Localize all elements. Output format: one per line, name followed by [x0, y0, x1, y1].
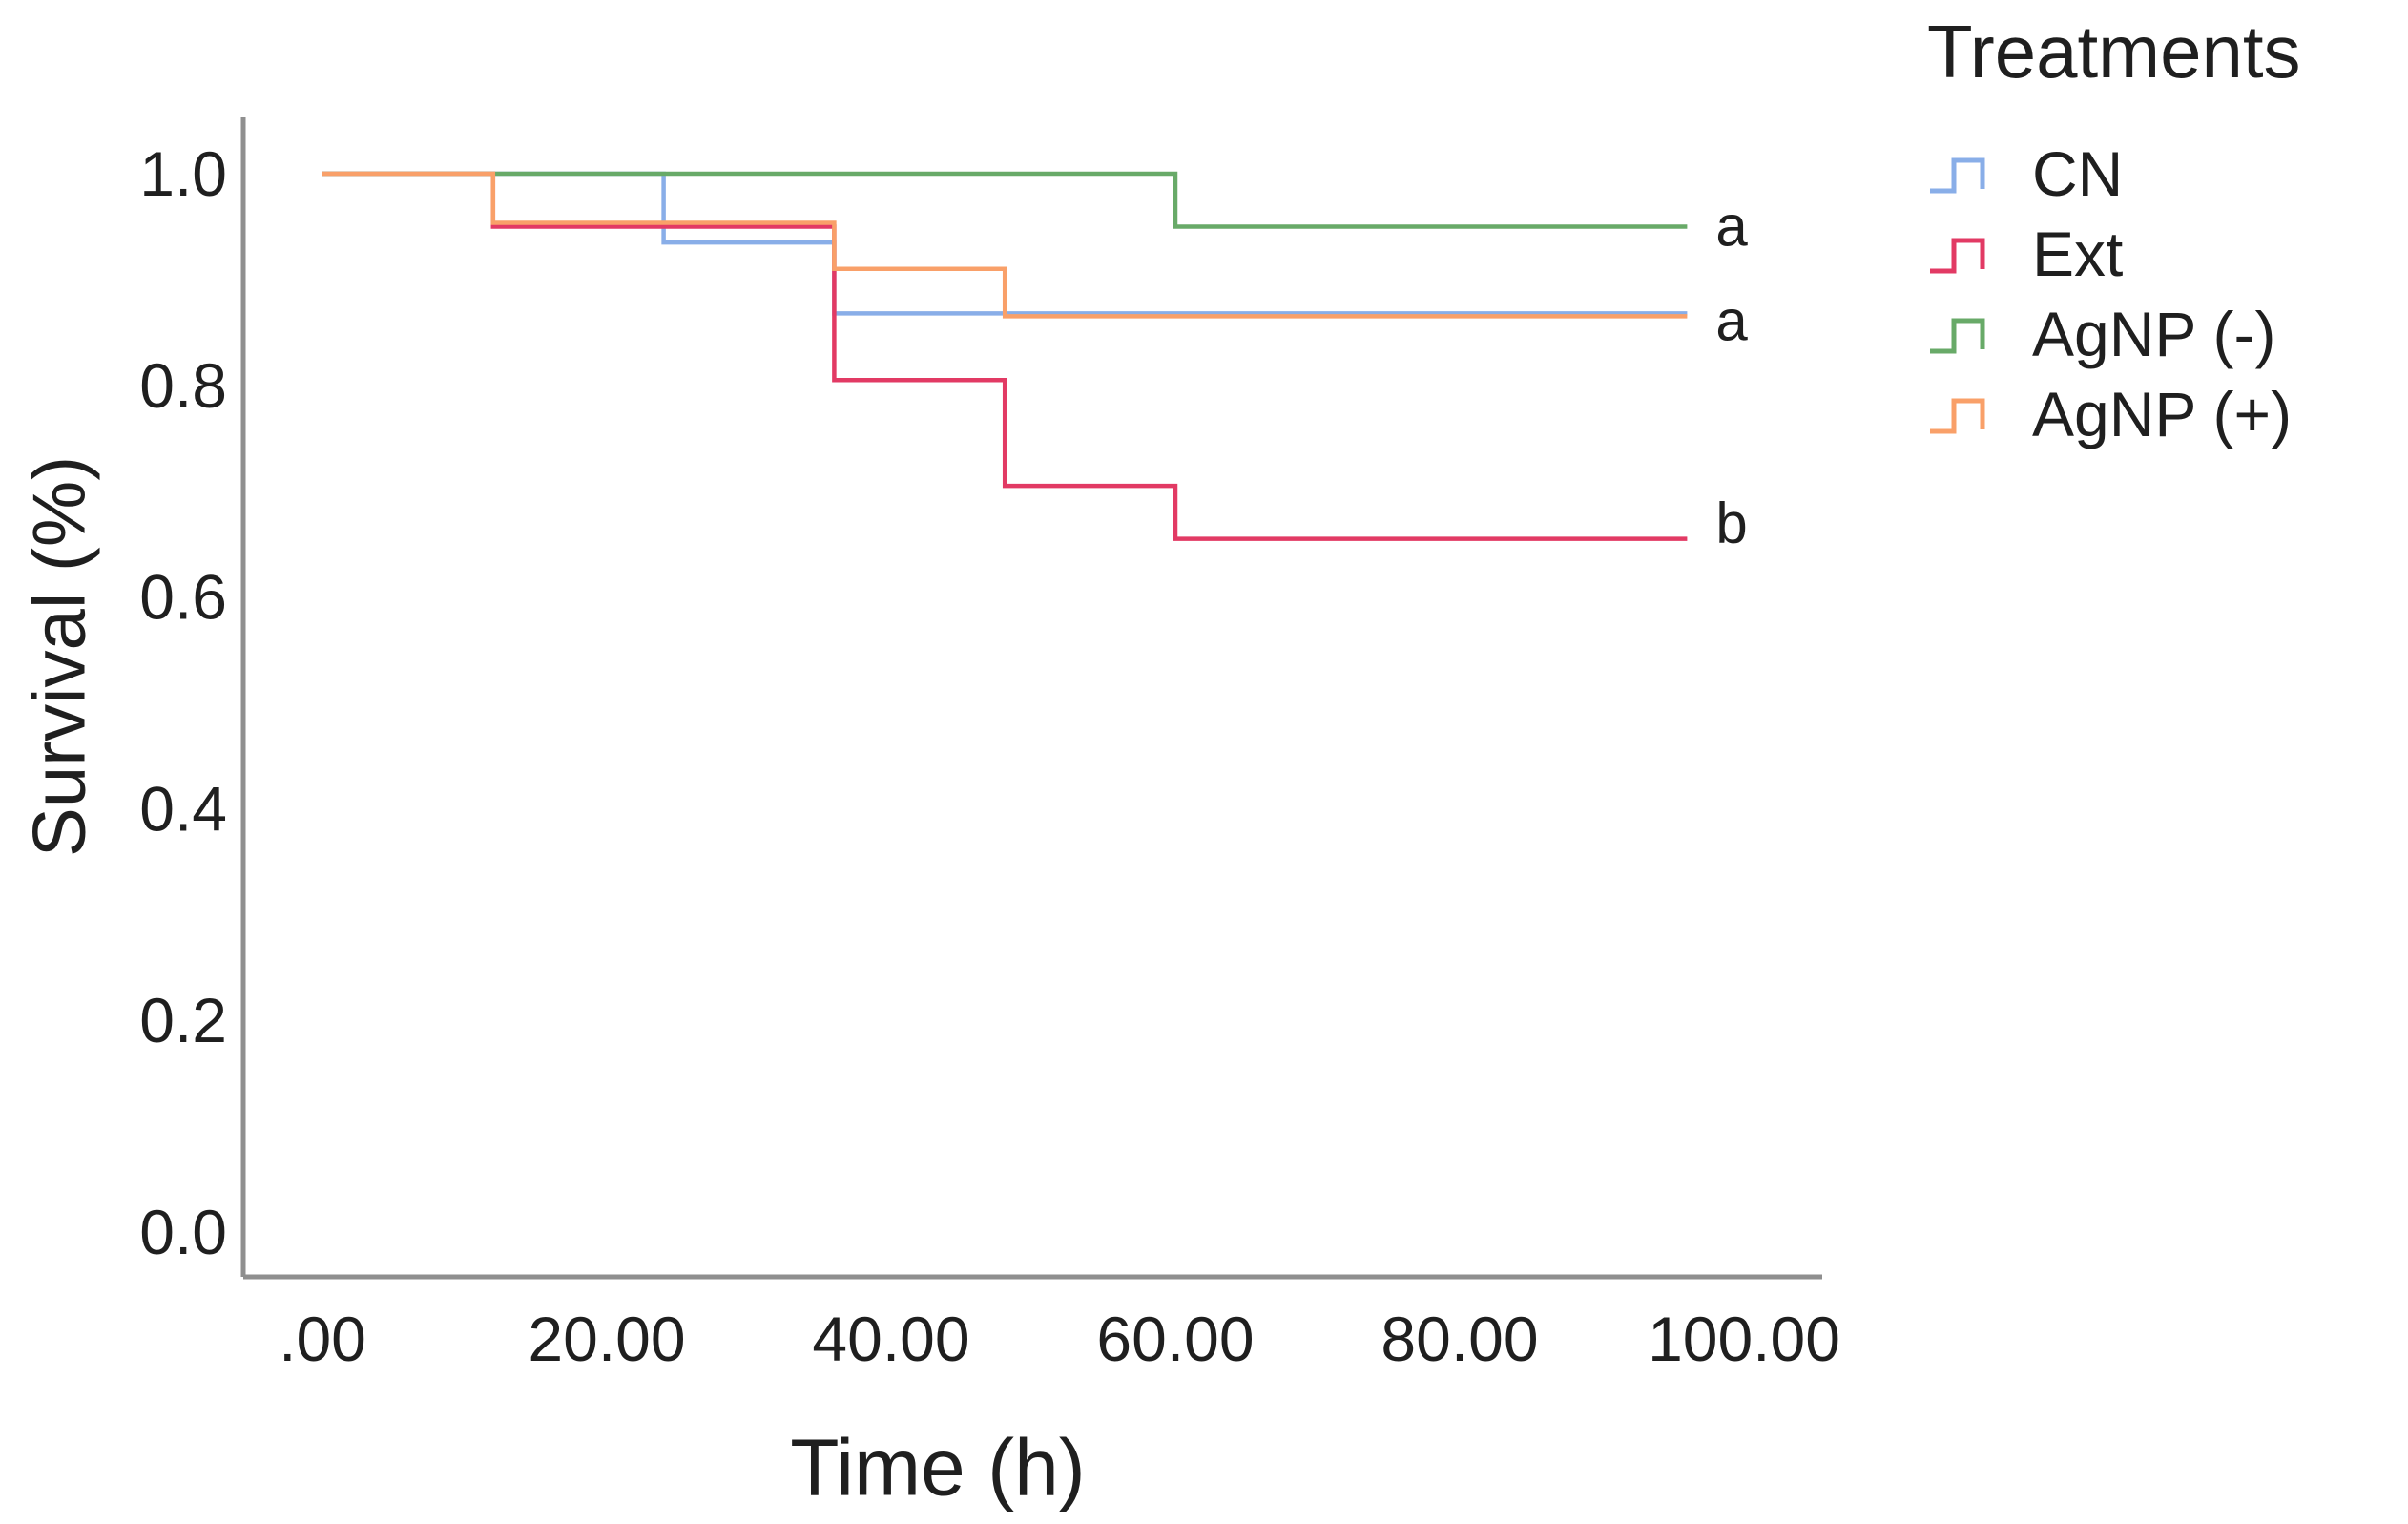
annotation-cn: a [1715, 288, 1748, 353]
x-tick-label-80: 80.00 [1380, 1304, 1538, 1374]
legend-item-cn: CN [1927, 134, 2301, 214]
x-tick-label-20: 20.00 [528, 1304, 685, 1374]
y-tick-label-0-6: 0.6 [139, 562, 227, 633]
legend-item-agnp: AgNP (+) [1927, 374, 2301, 454]
y-axis-title: Survival (%) [16, 455, 101, 858]
legend-step-swatch-cn [1930, 157, 1985, 194]
legend-title: Treatments [1927, 10, 2301, 94]
legend-step-swatch-agnp [1930, 398, 1985, 434]
x-axis-title: Time (h) [790, 1422, 1086, 1513]
y-tick-label-0-2: 0.2 [139, 985, 227, 1055]
legend-item-agnp: AgNP (-) [1927, 294, 2301, 374]
legend-step-swatch-agnp [1930, 318, 1985, 354]
y-tick-label-0-8: 0.8 [139, 350, 227, 421]
y-tick-label-0-4: 0.4 [139, 773, 227, 844]
x-tick-label-0: .00 [279, 1304, 366, 1374]
x-tick-label-40: 40.00 [812, 1304, 969, 1374]
annotation-ext: b [1715, 491, 1748, 555]
legend-item-label: AgNP (+) [2032, 379, 2293, 449]
legend-items: CN Ext AgNP (-) AgNP (+) [1927, 134, 2301, 454]
legend-item-label: Ext [2032, 219, 2124, 289]
y-tick-label-1-0: 1.0 [139, 138, 227, 209]
legend-item-label: CN [2032, 138, 2124, 209]
legend: Treatments CN Ext AgNP (-) AgNP (+) [1927, 6, 2301, 454]
legend-step-swatch-ext [1930, 238, 1985, 274]
series-curve-agnp [322, 171, 1688, 319]
x-tick-label-60: 60.00 [1096, 1304, 1254, 1374]
legend-item-ext: Ext [1927, 214, 2301, 294]
annotation-agnp: a [1715, 194, 1748, 259]
y-tick-label-0-0: 0.0 [139, 1197, 227, 1267]
x-tick-label-100: 100.00 [1648, 1304, 1840, 1374]
series-curve-agnp [322, 171, 1688, 229]
legend-item-label: AgNP (-) [2032, 299, 2276, 369]
